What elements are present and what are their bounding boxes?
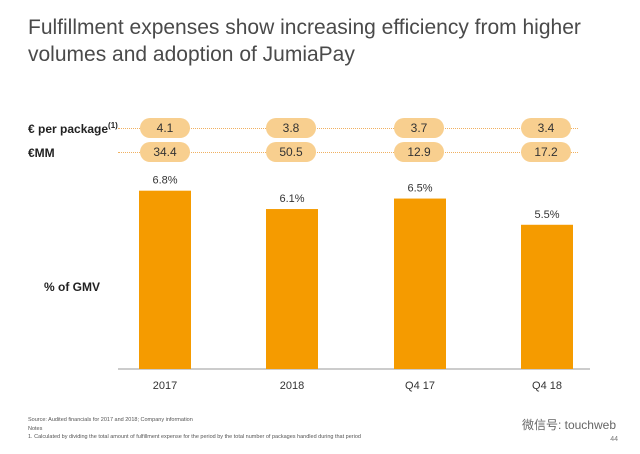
page-title: Fulfillment expenses show increasing eff… [28,16,581,66]
mm-value-q4-18: 17.2 [521,142,571,162]
bar-2017 [139,190,191,369]
bar-value-label: 6.1% [279,193,304,205]
mm-value-2017: 34.4 [140,142,190,162]
source-note: Source: Audited financials for 2017 and … [28,417,193,423]
bar-value-label: 6.8% [152,175,177,187]
per-package-value-2017: 4.1 [140,118,190,138]
bar-2018 [266,209,318,369]
mm-value-2018: 50.5 [266,142,316,162]
per-package-value-q4-17: 3.7 [394,118,444,138]
footnote-1: 1. Calculated by dividing the total amou… [28,434,361,440]
wechat-watermark: 微信号: touchweb [521,418,616,432]
mm-value-q4-17: 12.9 [394,142,444,162]
per-package-label: € per package(1) [28,121,118,136]
per-package-value-2018: 3.8 [266,118,316,138]
mm-divider [118,152,578,153]
mm-label: €MM [28,146,55,160]
x-tick-label: 2018 [280,380,304,392]
gmv-label: % of GMV [44,280,100,294]
bar-value-label: 5.5% [534,209,559,221]
per-package-divider [118,128,578,129]
page-number: 44 [610,436,618,443]
x-tick-label: 2017 [153,380,177,392]
x-tick-label: Q4 17 [405,380,435,392]
bar-q4-18 [521,224,573,369]
per-package-value-q4-18: 3.4 [521,118,571,138]
x-tick-label: Q4 18 [532,380,562,392]
notes-title: Notes [28,426,43,432]
bar-q4-17 [394,198,446,369]
bar-value-label: 6.5% [407,183,432,195]
